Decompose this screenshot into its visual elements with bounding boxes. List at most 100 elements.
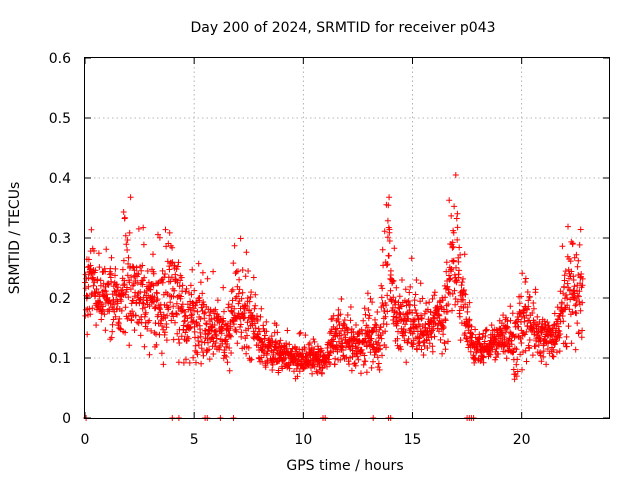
data-point: [283, 340, 290, 347]
data-point: [550, 353, 557, 360]
data-point: [167, 299, 174, 306]
data-point: [163, 324, 170, 331]
data-point: [190, 354, 197, 361]
data-point: [386, 194, 393, 201]
data-point: [92, 267, 99, 274]
data-point: [569, 240, 576, 247]
data-point: [259, 358, 266, 365]
data-point: [553, 337, 560, 344]
data-point: [439, 350, 446, 357]
data-point: [397, 346, 404, 353]
data-point: [131, 327, 138, 334]
data-point: [330, 338, 337, 345]
data-point: [454, 298, 461, 305]
data-point: [386, 252, 392, 259]
data-point: [577, 226, 584, 233]
data-point: [194, 351, 201, 358]
data-point: [360, 317, 367, 324]
data-point: [560, 318, 567, 325]
data-point: [437, 297, 444, 304]
data-point: [578, 271, 585, 277]
data-point: [405, 335, 412, 342]
data-point: [417, 280, 424, 287]
data-point: [338, 335, 345, 342]
x-tick-labels: 0 5 10 15 20: [81, 432, 531, 448]
data-point: [530, 305, 537, 312]
data-point: [123, 241, 130, 248]
data-point: [573, 251, 580, 258]
data-point: [520, 330, 527, 337]
data-point: [139, 299, 146, 306]
data-point: [93, 322, 100, 329]
data-point: [367, 295, 374, 302]
data-point: [126, 342, 133, 349]
data-point: [344, 327, 351, 334]
data-point: [102, 288, 109, 295]
data-point: [88, 226, 95, 233]
data-point: [116, 315, 123, 322]
data-point: [565, 223, 571, 230]
data-point: [209, 334, 216, 341]
chart-title: Day 200 of 2024, SRMTID for receiver p04…: [190, 20, 495, 36]
data-point: [85, 283, 92, 290]
data-point: [221, 347, 228, 354]
data-point: [446, 197, 453, 204]
data-point: [244, 295, 251, 301]
data-point: [118, 307, 125, 314]
data-point: [450, 243, 457, 250]
data-point: [530, 300, 537, 306]
data-point: [568, 340, 575, 347]
data-point: [457, 337, 464, 344]
data-point: [403, 359, 410, 366]
data-point: [234, 340, 241, 347]
data-point: [365, 307, 372, 313]
data-point: [502, 348, 508, 355]
data-point: [437, 336, 444, 343]
data-point: [157, 309, 164, 316]
data-point: [202, 309, 209, 316]
data-point: [378, 282, 385, 289]
data-point: [377, 345, 384, 352]
y-tick-label: 0.6: [49, 51, 71, 67]
data-point: [564, 302, 571, 309]
data-point: [251, 305, 258, 312]
data-point: [173, 266, 180, 273]
data-point: [570, 277, 577, 283]
data-point: [119, 266, 126, 273]
data-point: [273, 322, 280, 329]
data-point: [186, 359, 193, 366]
data-point: [146, 317, 153, 324]
data-point: [208, 316, 215, 323]
data-point: [141, 274, 148, 281]
data-point: [342, 334, 349, 341]
data-point: [185, 335, 192, 342]
data-point: [337, 311, 344, 318]
data-point: [572, 302, 579, 309]
axis-ticks: [84, 57, 609, 419]
data-point: [264, 358, 271, 365]
data-point: [120, 209, 127, 215]
data-point: [407, 283, 414, 290]
data-point: [248, 289, 255, 296]
data-point: [544, 319, 551, 326]
data-point: [197, 279, 204, 286]
data-point: [449, 244, 456, 251]
data-point: [96, 264, 103, 271]
data-point: [235, 290, 242, 297]
data-point: [239, 289, 246, 296]
data-point: [231, 242, 238, 249]
data-point: [421, 310, 428, 317]
data-point: [456, 267, 462, 274]
data-point: [82, 312, 89, 319]
data-point: [164, 258, 171, 265]
x-tick-label: 5: [190, 432, 199, 448]
data-point: [156, 306, 163, 313]
y-tick-label: 0: [62, 411, 71, 427]
data-point: [224, 359, 231, 366]
data-point: [189, 266, 196, 273]
data-point: [551, 310, 558, 317]
data-point: [101, 292, 108, 299]
data-point: [347, 304, 354, 310]
data-point: [139, 262, 146, 269]
data-point: [399, 277, 405, 283]
